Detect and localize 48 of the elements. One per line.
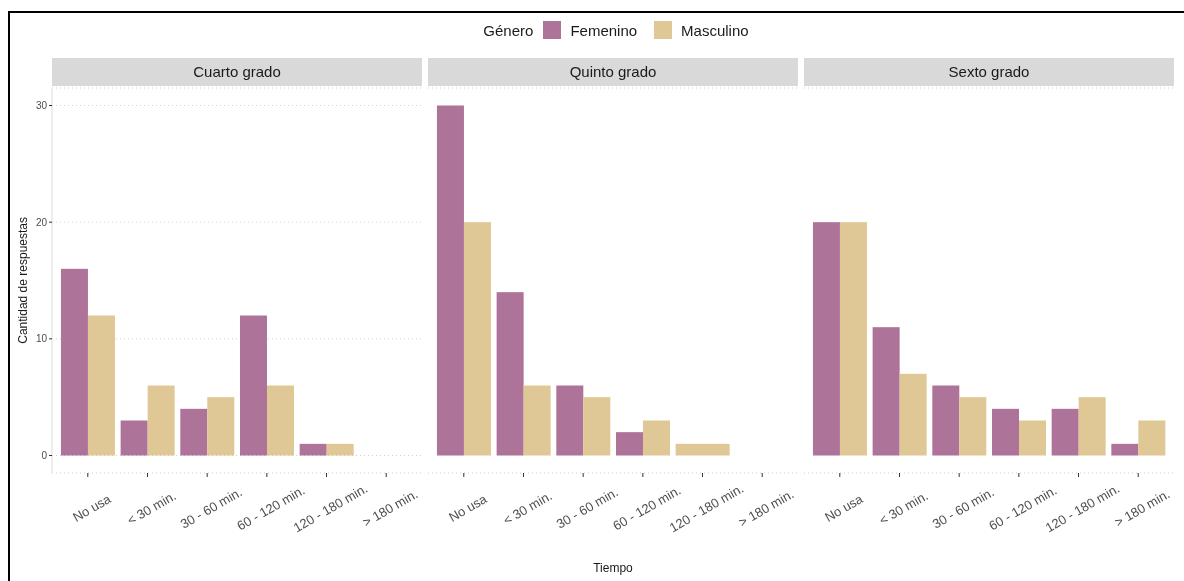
bar [959, 397, 987, 456]
x-tick-label: No usa [70, 490, 115, 525]
bar [642, 420, 670, 456]
x-tick-label: No usa [822, 490, 867, 525]
bar [839, 222, 867, 456]
bar [932, 385, 960, 456]
bar [899, 373, 927, 456]
bar [1018, 420, 1046, 456]
bar [239, 315, 267, 456]
bar [872, 327, 900, 456]
bar [180, 408, 208, 456]
bar [556, 385, 584, 456]
bar [87, 315, 115, 456]
chart-title: Quinto grado [428, 58, 798, 86]
legend-title: Género [483, 21, 534, 39]
bar [583, 397, 611, 456]
chart-title: Cuarto grado [52, 58, 422, 86]
bar [299, 443, 327, 456]
bar [1138, 420, 1166, 456]
bar [1111, 443, 1139, 456]
bar [120, 420, 148, 456]
x-tick-label: < 30 min. [124, 488, 179, 528]
bar [1051, 408, 1079, 456]
y-tick-label: 10 [35, 333, 48, 345]
legend-label: Masculino [681, 21, 749, 39]
bar [436, 105, 464, 456]
x-tick-label: No usa [446, 490, 491, 525]
chart-title: Sexto grado [804, 58, 1174, 86]
bar [266, 385, 294, 456]
y-tick-label: 20 [35, 216, 48, 228]
y-tick-label: 0 [41, 450, 48, 462]
bar [326, 443, 354, 456]
x-axis-title: Tiempo [593, 561, 633, 575]
y-axis-title: Cantidad de respuestas [16, 217, 30, 344]
legend-label: Femenino [570, 21, 638, 39]
bar [463, 222, 491, 456]
bar [523, 385, 551, 456]
bar [496, 292, 524, 456]
x-tick-label: < 30 min. [876, 488, 931, 528]
x-tick-label: < 30 min. [500, 488, 555, 528]
bar [812, 222, 840, 456]
bar [615, 432, 643, 456]
y-tick-label: 30 [35, 100, 48, 112]
bar [207, 397, 235, 456]
bar [991, 408, 1019, 456]
bar [147, 385, 175, 456]
bar [1078, 397, 1106, 456]
bar [60, 268, 88, 456]
